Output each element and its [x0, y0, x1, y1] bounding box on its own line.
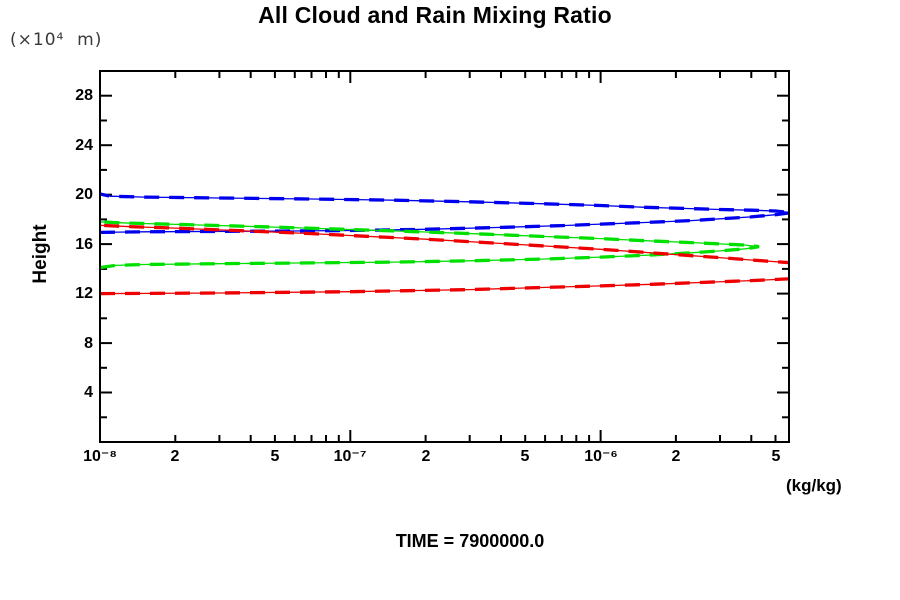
plot-frame — [99, 70, 790, 443]
time-annotation: TIME = 7900000.0 — [395, 531, 545, 551]
series-blue-dash — [101, 192, 788, 235]
y-tick-label: 16 — [75, 236, 93, 253]
x-tick-label: 2 — [170, 448, 180, 465]
series-red-dash — [101, 223, 788, 296]
x-tick-label: 2 — [421, 448, 431, 465]
y-tick-label: 4 — [84, 384, 93, 401]
y-axis-unit-label: (×10⁴ m) — [10, 30, 103, 50]
y-tick-label: 12 — [75, 285, 93, 302]
x-axis-unit-label: (kg/kg) — [786, 476, 842, 495]
x-tick-label: 10⁻⁶ — [584, 448, 618, 465]
x-tick-label: 5 — [270, 448, 280, 465]
x-tick-label: 10⁻⁸ — [83, 448, 117, 465]
y-tick-label: 8 — [84, 335, 93, 352]
series-red-line — [101, 224, 788, 295]
y-tick-label: 28 — [75, 87, 93, 104]
x-tick-label: 5 — [771, 448, 781, 465]
x-tick-label: 5 — [520, 448, 530, 465]
chart-title: All Cloud and Rain Mixing Ratio — [258, 2, 612, 28]
series-green-dash — [101, 220, 760, 270]
x-tick-label: 2 — [671, 448, 681, 465]
y-tick-label: 20 — [75, 186, 93, 203]
x-tick-label: 10⁻⁷ — [333, 448, 367, 465]
y-tick-label: 24 — [75, 137, 93, 154]
